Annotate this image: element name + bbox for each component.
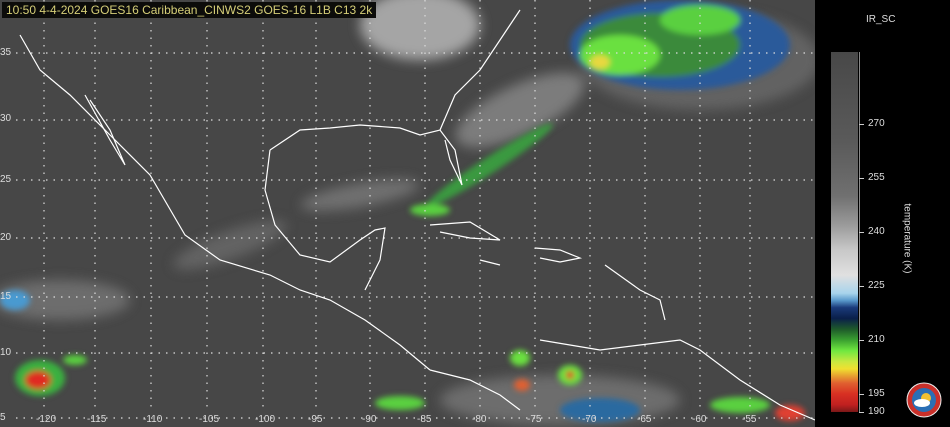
colorbar-tick-label: 225 (868, 280, 885, 291)
colorbar-tick (859, 124, 864, 125)
lat-label: 15 (0, 291, 12, 302)
lon-label: -60 (692, 414, 707, 425)
colorbar (831, 52, 858, 412)
colorbar-label: temperature (K) (901, 203, 913, 274)
lat-label: 25 (0, 174, 12, 185)
colorbar-tick (859, 178, 864, 179)
lon-label: -120 (36, 414, 57, 425)
lat-label: 30 (0, 113, 12, 124)
colorbar-tick (859, 340, 864, 341)
lat-label: 10 (0, 347, 12, 358)
lon-label: -100 (255, 414, 276, 425)
image-title: 10:50 4-4-2024 GOES16 Caribbean_CINWS2 G… (2, 2, 377, 18)
lat-label: 20 (0, 232, 12, 243)
satellite-image (0, 0, 815, 427)
lat-lon-grid (16, 0, 815, 419)
lon-label: -105 (199, 414, 220, 425)
lat-label: 5 (0, 412, 6, 423)
colorbar-tick-label: 210 (868, 334, 885, 345)
colorbar-tick-label: 240 (868, 226, 885, 237)
colorbar-tick-label: 255 (868, 172, 885, 183)
lon-label: -80 (472, 414, 487, 425)
colorbar-tick-label: 195 (868, 388, 885, 399)
lon-label: -115 (87, 414, 107, 425)
colorbar-tick (859, 394, 864, 395)
lon-label: -65 (637, 414, 652, 425)
colorbar-tick-label: 270 (868, 118, 885, 129)
lon-label: -70 (582, 414, 597, 425)
lon-label: -85 (417, 414, 432, 425)
lat-label: 35 (0, 47, 12, 58)
colorbar-tick (859, 412, 864, 413)
lon-label: -110 (143, 414, 163, 425)
cold-cloud-tops (0, 0, 805, 422)
coastlines (19, 9, 815, 421)
colorbar-tick (859, 232, 864, 233)
lon-label: -75 (527, 414, 542, 425)
lon-label: -95 (308, 414, 323, 425)
lon-label: -90 (362, 414, 377, 425)
colorbar-tick-label: 190 (868, 406, 885, 417)
colorbar-tick (859, 286, 864, 287)
colorbar-title: IR_SC (866, 14, 896, 25)
lon-label: -55 (742, 414, 757, 425)
agency-logo (906, 382, 942, 418)
